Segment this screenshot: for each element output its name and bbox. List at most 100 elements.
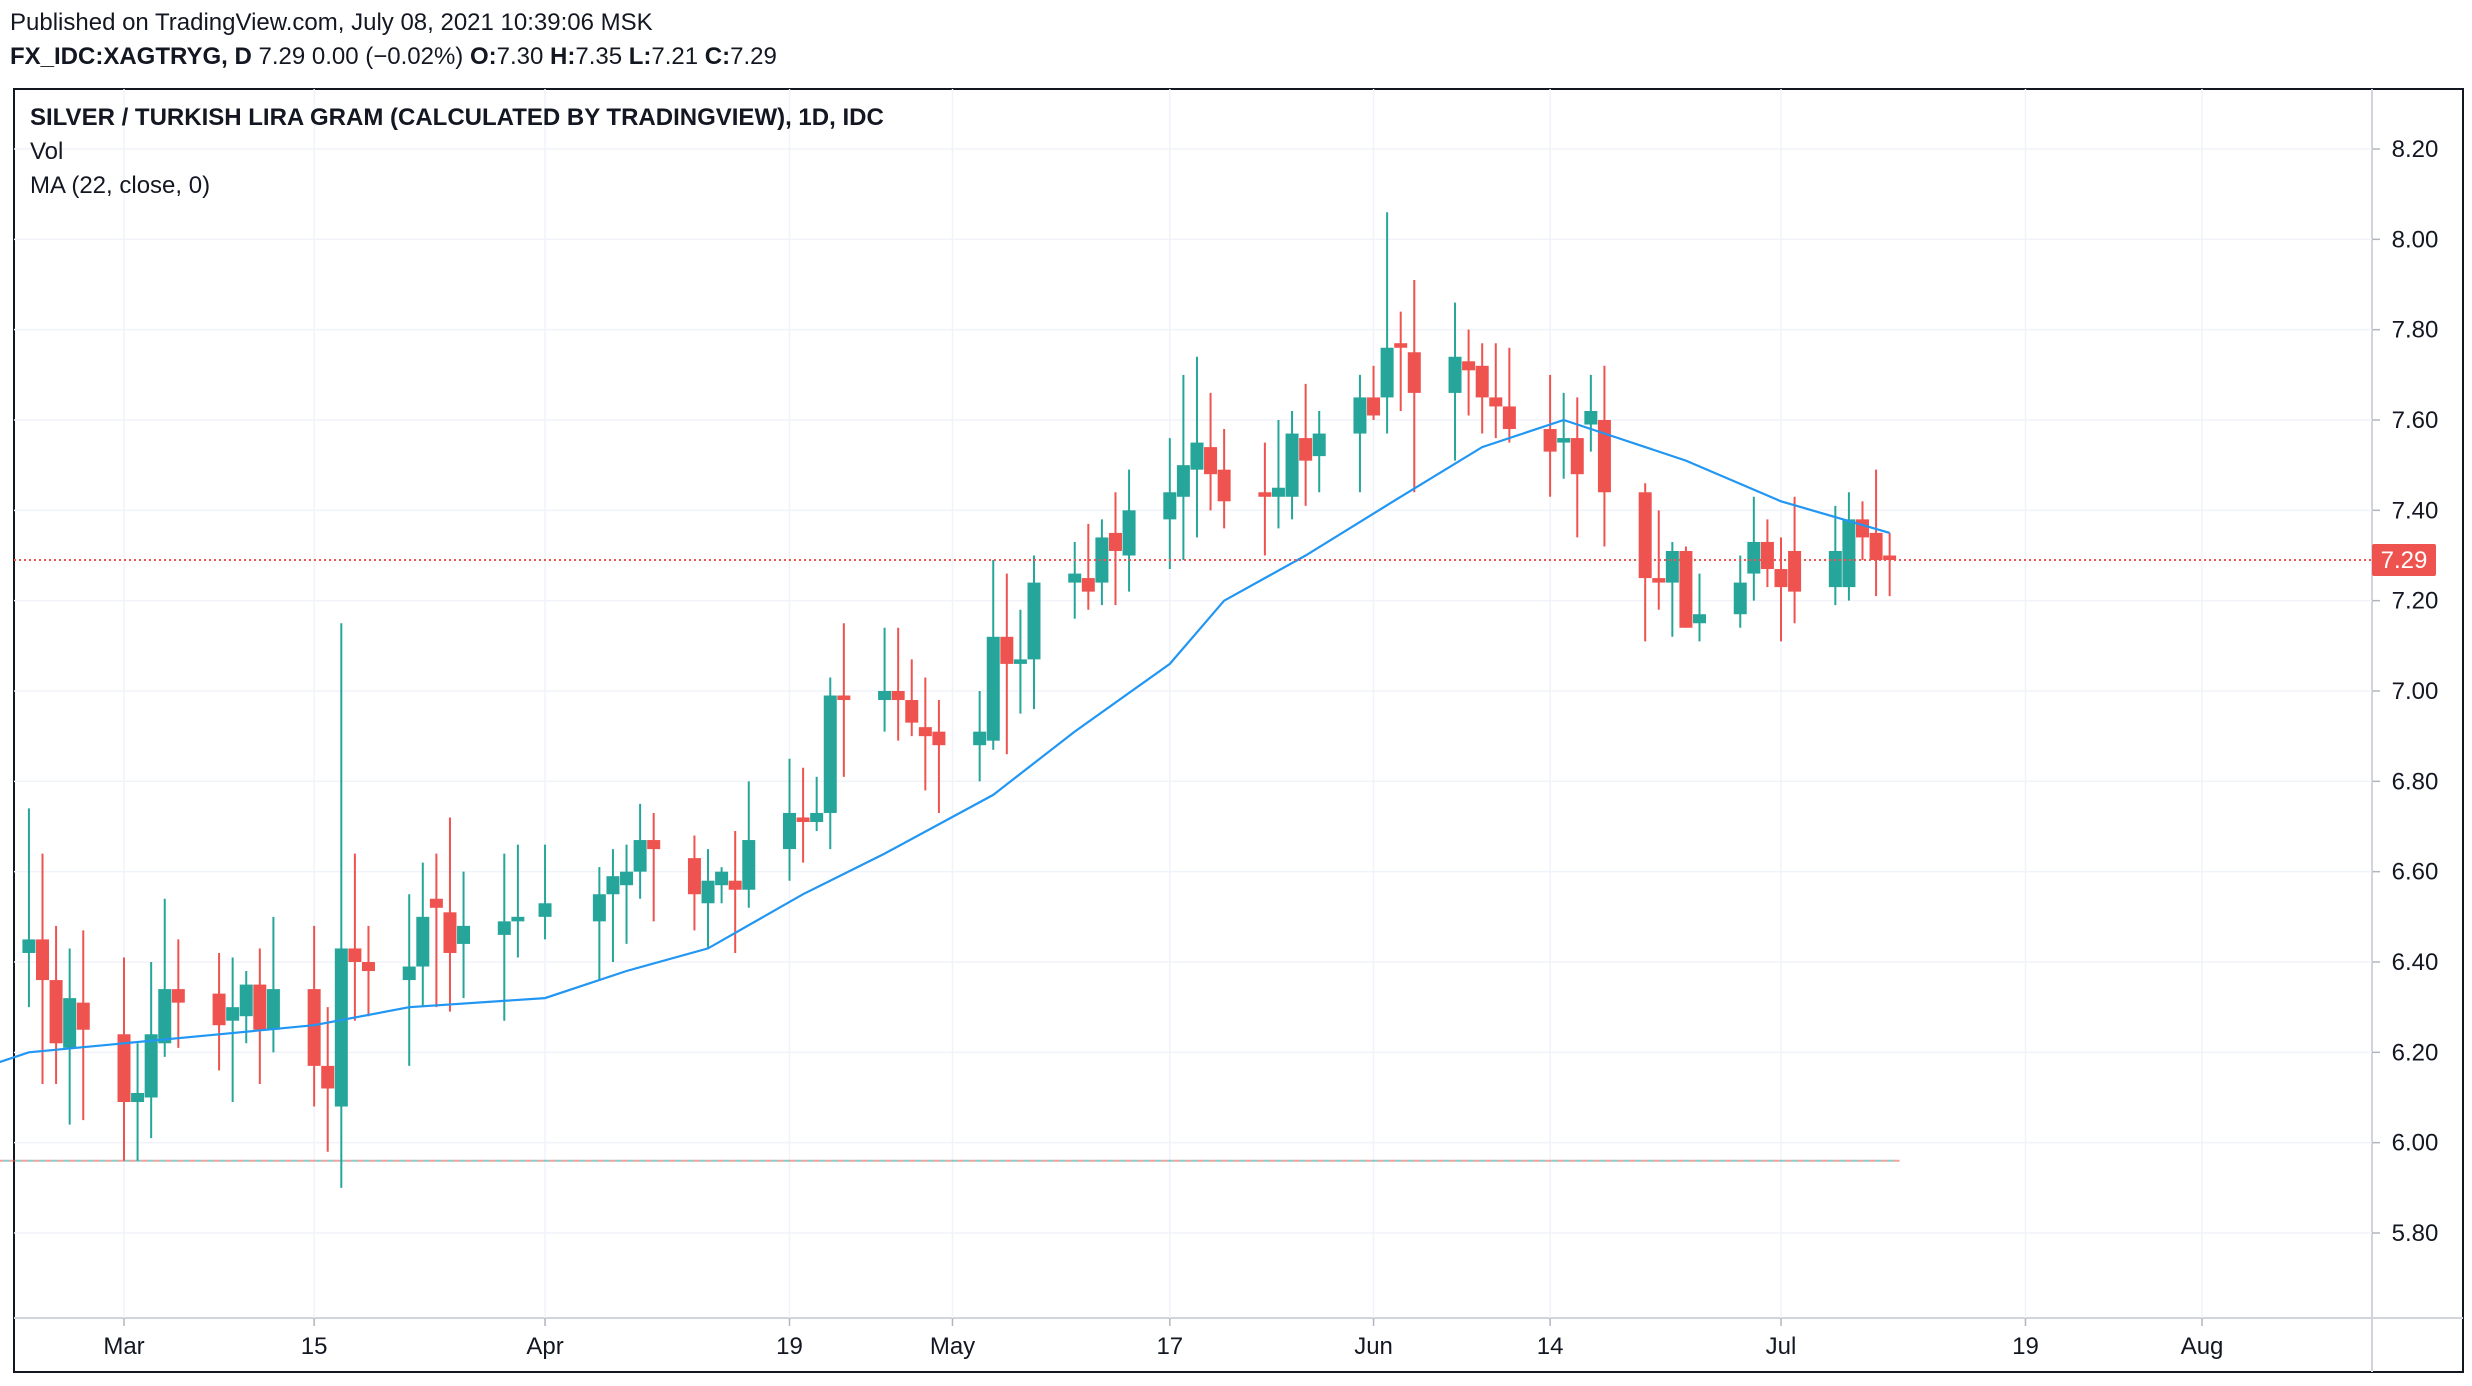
candle-up[interactable] <box>22 808 36 1008</box>
candle-down[interactable] <box>307 925 321 1107</box>
candle-up[interactable] <box>1693 573 1707 642</box>
candle-down[interactable] <box>443 817 457 1012</box>
candle-down[interactable] <box>1869 469 1883 597</box>
candle-up[interactable] <box>1448 302 1462 461</box>
candle-down[interactable] <box>49 925 63 1084</box>
candle-up[interactable] <box>783 758 797 881</box>
candle-down[interactable] <box>1652 510 1666 610</box>
candle-down[interactable] <box>1543 374 1557 497</box>
candle-up[interactable] <box>1095 519 1109 606</box>
candle-down[interactable] <box>837 623 851 777</box>
candle-up[interactable] <box>986 560 1000 750</box>
candle-up[interactable] <box>1122 469 1136 592</box>
candle-up[interactable] <box>620 844 634 944</box>
candle-up[interactable] <box>1557 392 1571 479</box>
candle-up[interactable] <box>715 867 729 904</box>
candle-up[interactable] <box>878 627 892 732</box>
candle-up[interactable] <box>158 898 172 1057</box>
candle-up[interactable] <box>511 844 525 958</box>
candle-up[interactable] <box>1353 374 1367 493</box>
candle-down[interactable] <box>1367 365 1381 420</box>
candle-up[interactable] <box>416 862 430 1008</box>
candle-up[interactable] <box>1176 374 1190 561</box>
candle-up[interactable] <box>1842 492 1856 601</box>
candle-up[interactable] <box>633 803 647 899</box>
candle-up[interactable] <box>1285 410 1299 520</box>
candle-up[interactable] <box>606 849 620 962</box>
candle-down[interactable] <box>918 677 932 791</box>
candle-up[interactable] <box>1163 438 1177 570</box>
candle-down[interactable] <box>1394 311 1408 411</box>
time-axis[interactable]: Mar 15 Apr 19 May 17 Jun 14 Jul 19 Aug <box>103 1318 2223 1360</box>
candle-up[interactable] <box>131 1043 145 1161</box>
candle-up[interactable] <box>1584 374 1598 452</box>
candle-down[interactable] <box>1570 397 1584 538</box>
candle-down[interactable] <box>1217 429 1231 529</box>
candle-up[interactable] <box>402 894 416 1066</box>
candle-down[interactable] <box>932 700 946 813</box>
candle-up[interactable] <box>1312 410 1326 493</box>
candle-down[interactable] <box>1462 329 1476 416</box>
candle-down[interactable] <box>1000 573 1014 755</box>
candle-up[interactable] <box>1665 541 1679 637</box>
candle-up[interactable] <box>266 916 280 1053</box>
candle-up[interactable] <box>823 677 837 850</box>
candle-down[interactable] <box>1258 442 1272 556</box>
candle-down[interactable] <box>1774 537 1788 642</box>
candle-up[interactable] <box>742 781 756 908</box>
candle-down[interactable] <box>1489 343 1503 439</box>
candle-down[interactable] <box>1407 279 1421 493</box>
candle-down[interactable] <box>1204 392 1218 511</box>
candle-up[interactable] <box>1271 420 1285 529</box>
candle-up[interactable] <box>1733 555 1747 628</box>
candle-up[interactable] <box>334 623 348 1188</box>
candle-down[interactable] <box>905 659 919 737</box>
candle-up[interactable] <box>1190 356 1204 538</box>
candle-up[interactable] <box>63 948 77 1125</box>
candle-down[interactable] <box>348 853 362 1021</box>
candle-down[interactable] <box>687 835 701 931</box>
candle-down[interactable] <box>1883 532 1897 597</box>
candle-up[interactable] <box>701 849 715 949</box>
candle-up[interactable] <box>1013 609 1027 714</box>
candle-down[interactable] <box>76 930 90 1121</box>
candle-up[interactable] <box>1747 496 1761 601</box>
candle-down[interactable] <box>117 957 131 1161</box>
candle-up[interactable] <box>1068 541 1082 619</box>
candle-up[interactable] <box>538 844 552 940</box>
candle-down[interactable] <box>212 952 226 1071</box>
candle-down[interactable] <box>321 1007 335 1152</box>
candle-up[interactable] <box>497 853 511 1021</box>
candle-down[interactable] <box>647 812 661 922</box>
candle-down[interactable] <box>361 925 375 1017</box>
candle-down[interactable] <box>796 767 810 863</box>
candle-down[interactable] <box>1299 383 1313 506</box>
candle-down[interactable] <box>171 939 185 1048</box>
candle-down[interactable] <box>1475 343 1489 434</box>
candle-down[interactable] <box>36 853 50 1084</box>
candle-down[interactable] <box>1108 492 1122 606</box>
candle-down[interactable] <box>1597 365 1611 547</box>
ma-indicator-label[interactable]: MA (22, close, 0) <box>30 172 211 199</box>
price-axis[interactable]: 5.80 6.00 6.20 6.40 6.60 6.80 7.00 7.20 7.40 7.60… <box>2372 136 2438 1247</box>
candle-down[interactable] <box>1760 519 1774 588</box>
candle-up[interactable] <box>592 867 606 981</box>
candle-down[interactable] <box>429 853 443 1008</box>
candle-up[interactable] <box>457 871 471 999</box>
candle-down[interactable] <box>253 948 267 1084</box>
candle-up[interactable] <box>226 957 240 1103</box>
candle-up[interactable] <box>144 962 158 1139</box>
candle-down[interactable] <box>891 627 905 741</box>
candle-down[interactable] <box>1638 483 1652 642</box>
candle-up[interactable] <box>973 691 987 782</box>
candle-down[interactable] <box>1081 523 1095 610</box>
y-tick-label: 7.40 <box>2392 497 2439 524</box>
candle-down[interactable] <box>1502 347 1516 443</box>
volume-indicator-label[interactable]: Vol <box>30 138 64 165</box>
candle-down[interactable] <box>1679 546 1693 628</box>
candle-up[interactable] <box>1380 212 1394 434</box>
candle-up[interactable] <box>1027 555 1041 710</box>
candle-up[interactable] <box>810 776 824 832</box>
candle-up[interactable] <box>1828 505 1842 606</box>
